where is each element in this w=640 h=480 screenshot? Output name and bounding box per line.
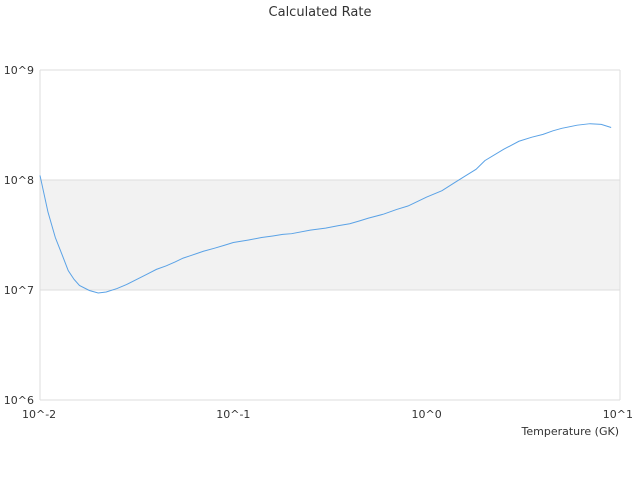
y-tick-label: 10^7 <box>4 284 34 297</box>
x-tick-labels: 10^-2 10^-1 10^0 10^1 <box>22 408 633 421</box>
y-tick-label: 10^6 <box>4 394 34 407</box>
x-tick-label: 10^-1 <box>216 408 250 421</box>
x-axis-label: Temperature (GK) <box>521 425 620 438</box>
y-tick-label: 10^8 <box>4 174 34 187</box>
x-tick-label: 10^-2 <box>22 408 56 421</box>
rate-line <box>39 123 612 294</box>
chart-title: Calculated Rate <box>269 5 372 20</box>
grid-lines <box>39 69 621 401</box>
y-tick-label: 10^9 <box>4 64 34 77</box>
x-tick-label: 10^1 <box>603 408 633 421</box>
x-tick-label: 10^0 <box>412 408 442 421</box>
y-range-band <box>40 180 620 290</box>
y-tick-labels: 10^6 10^7 10^8 10^9 <box>4 64 34 407</box>
